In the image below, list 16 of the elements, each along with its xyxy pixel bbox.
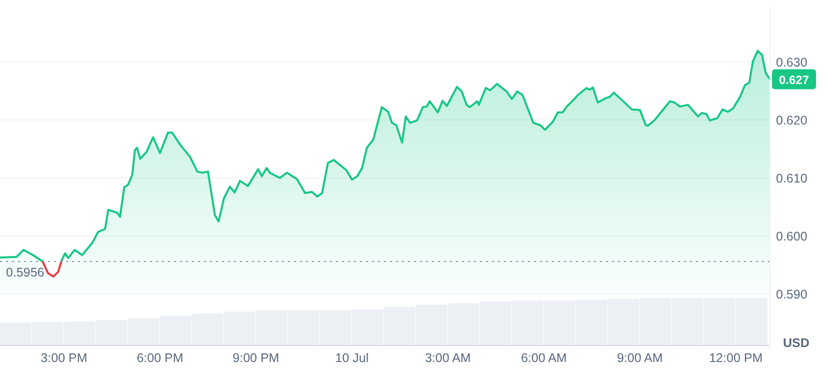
y-tick-label: 0.620 — [776, 113, 808, 128]
x-tick-label: 6:00 AM — [520, 351, 567, 365]
y-tick-label: 0.630 — [776, 55, 808, 70]
ref-line-label: 0.5956 — [6, 266, 44, 280]
y-tick-label: 0.590 — [776, 288, 808, 302]
x-tick-label: 9:00 PM — [232, 351, 280, 365]
annotation: 0.627 — [778, 72, 810, 87]
x-tick-label: 3:00 AM — [424, 351, 471, 365]
x-tick-label: 3:00 PM — [40, 351, 88, 365]
x-tick-label: 9:00 AM — [616, 351, 663, 365]
y-axis-title: USD — [783, 336, 810, 350]
x-tick-label: 10 Jul — [335, 351, 369, 365]
y-tick-label: 0.600 — [776, 229, 808, 244]
y-tick-label: 0.610 — [776, 171, 808, 186]
x-tick-label: 12:00 PM — [709, 351, 763, 365]
x-tick-label: 6:00 PM — [136, 351, 184, 365]
